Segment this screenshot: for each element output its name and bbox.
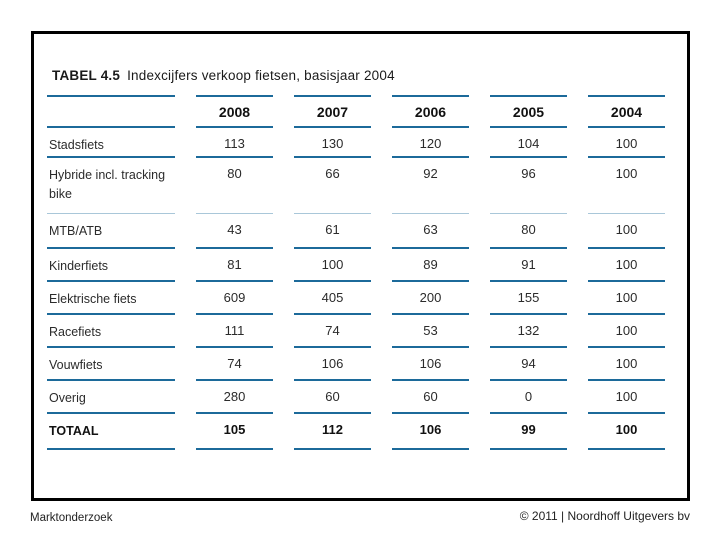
table-cell: 130 [294,128,371,158]
column-header-2007: 2007 [294,95,371,128]
table-cell: 609 [196,282,273,315]
table-cell: 43 [196,214,273,249]
table-cell: 112 [294,414,371,450]
row-label-elektrische-fiets: Elektrische fiets [47,282,175,315]
table-cell: 100 [588,381,665,414]
table-cell: 100 [588,282,665,315]
row-label-overig: Overig [47,381,175,414]
column-header-2008: 2008 [196,95,273,128]
table-cell: 81 [196,249,273,282]
table-cell: 100 [588,315,665,348]
table-cell: 74 [196,348,273,381]
table-cell: 105 [196,414,273,450]
table-cell: 91 [490,249,567,282]
table-cell: 0 [490,381,567,414]
table-cell: 100 [294,249,371,282]
table-cell: 100 [588,348,665,381]
footer-course-label: Marktonderzoek [30,512,113,524]
slide-frame: TABEL 4.5 Indexcijfers verkoop fietsen, b… [31,31,690,501]
row-label-kinderfiets: Kinderfiets [47,249,175,282]
row-label-vouwfiets: Vouwfiets [47,348,175,381]
table-cell: 106 [294,348,371,381]
table-cell: 92 [392,158,469,214]
header-empty-cell [47,95,175,128]
row-label-stadsfiets: Stadsfiets [47,128,175,158]
table-tag: TABEL 4.5 [52,68,121,83]
table-title: TABEL 4.5 Indexcijfers verkoop fietsen, b… [52,68,395,83]
row-label-mtb-atb: MTB/ATB [47,214,175,249]
table-cell: 89 [392,249,469,282]
table-cell: 53 [392,315,469,348]
table-cell: 104 [490,128,567,158]
row-label-hybride: Hybride incl. tracking bike [47,158,175,214]
table-cell: 63 [392,214,469,249]
table-cell: 80 [196,158,273,214]
table-cell: 100 [588,249,665,282]
table-cell: 100 [588,158,665,214]
table-cell: 200 [392,282,469,315]
table-cell: 132 [490,315,567,348]
table-cell: 405 [294,282,371,315]
table-cell: 61 [294,214,371,249]
table-cell: 80 [490,214,567,249]
table-cell: 106 [392,348,469,381]
table-cell: 60 [294,381,371,414]
row-label-totaal: TOTAAL [47,414,175,450]
table-cell: 100 [588,414,665,450]
table-cell: 66 [294,158,371,214]
column-header-2006: 2006 [392,95,469,128]
table-cell: 155 [490,282,567,315]
table-cell: 74 [294,315,371,348]
row-label-racefiets: Racefiets [47,315,175,348]
footer-copyright: © 2011 | Noordhoff Uitgevers bv [519,509,690,523]
table-cell: 280 [196,381,273,414]
table-cell: 94 [490,348,567,381]
table-cell: 120 [392,128,469,158]
index-table: 2008 2007 2006 2005 2004 Stadsfiets 113 … [47,95,665,450]
table-cell: 99 [490,414,567,450]
column-header-2005: 2005 [490,95,567,128]
table-cell: 111 [196,315,273,348]
table-cell: 100 [588,214,665,249]
table-cell: 96 [490,158,567,214]
table-cell: 60 [392,381,469,414]
table-title-text: Indexcijfers verkoop fietsen, basisjaar … [127,68,395,83]
column-header-2004: 2004 [588,95,665,128]
table-cell: 100 [588,128,665,158]
table-cell: 106 [392,414,469,450]
table-cell: 113 [196,128,273,158]
